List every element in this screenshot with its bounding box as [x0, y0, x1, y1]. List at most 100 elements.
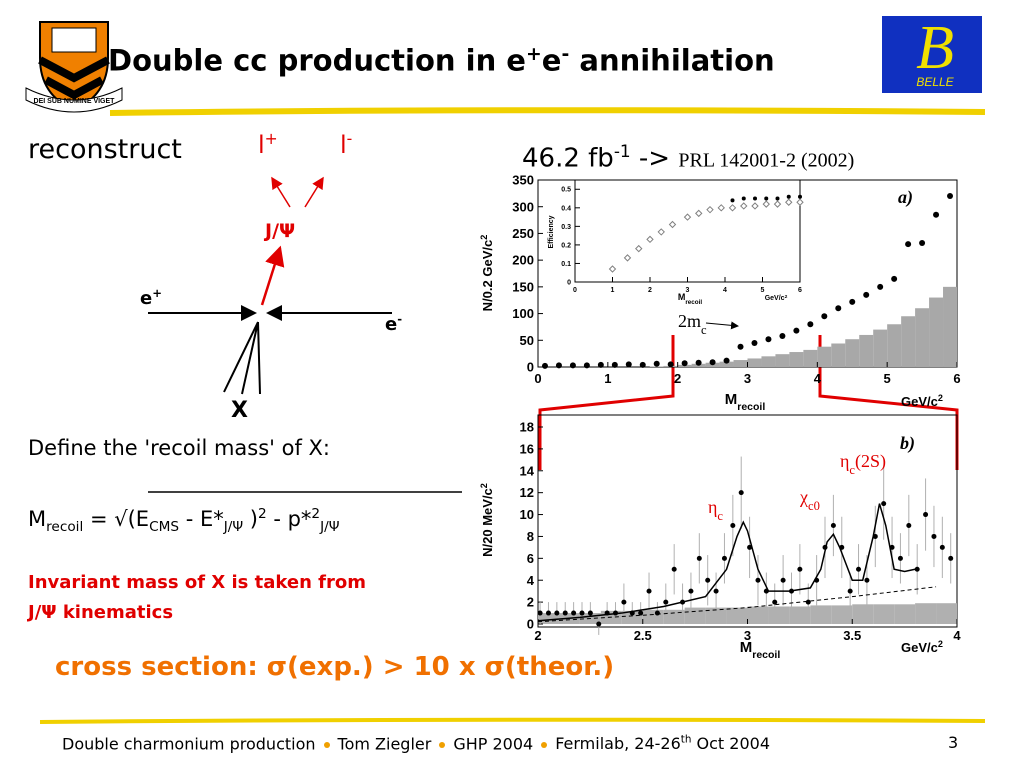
threshold-arrow	[705, 321, 739, 330]
histogram-bar	[831, 605, 853, 624]
separator	[439, 741, 446, 748]
point	[753, 196, 757, 201]
text-run: 2	[479, 235, 489, 240]
point	[597, 361, 604, 368]
point	[933, 211, 940, 218]
x-tick-label: 2	[534, 628, 541, 643]
point	[709, 359, 716, 366]
definition: Define the 'recoil mass' of X:	[28, 436, 330, 460]
text-run: - p*	[266, 507, 312, 531]
point	[688, 588, 694, 594]
x-axis-unit: GeV/c2	[901, 639, 943, 655]
footer: Double charmonium production Tom Ziegler G…	[62, 735, 770, 752]
y-tick-label: 50	[520, 333, 534, 348]
x-tick-label: 0	[573, 287, 577, 294]
text-run: +	[264, 130, 278, 148]
y-axis-label: N/20 MeV/c2	[479, 483, 495, 557]
x-tick-label: 6	[798, 287, 802, 294]
separator	[323, 741, 330, 748]
y-tick-label: 0.5	[561, 187, 571, 194]
decay-arrow	[271, 176, 291, 208]
point	[891, 275, 898, 282]
note-line: Invariant mass of X is taken from	[28, 572, 366, 593]
x-tick-label: 5	[884, 371, 891, 386]
text-run: GeV/c	[901, 640, 938, 655]
x-tick-label: 4	[953, 628, 961, 643]
text-run: 2	[785, 294, 788, 300]
point	[608, 265, 617, 273]
point	[796, 198, 804, 206]
point	[646, 235, 654, 244]
x-axis-label: Mrecoil	[725, 391, 766, 413]
point	[695, 359, 702, 366]
x-tick-label: 3	[744, 371, 751, 386]
point	[562, 610, 568, 616]
belle-logo	[882, 16, 982, 93]
point	[654, 610, 660, 616]
point	[786, 194, 791, 199]
point	[835, 305, 842, 312]
text-run: l	[258, 131, 265, 159]
histogram-bar	[873, 604, 895, 624]
y-tick-label: 6	[527, 551, 534, 566]
point	[695, 209, 703, 218]
plot-frame	[537, 414, 958, 628]
text-run: c	[701, 323, 707, 337]
point	[730, 198, 735, 203]
text-run: annihilation	[569, 43, 775, 78]
y-tick-label: 0	[527, 360, 534, 375]
point	[671, 566, 677, 572]
footer-author: Tom Ziegler	[337, 734, 432, 754]
text-run: -	[397, 312, 403, 326]
y-tick-label: 100	[512, 306, 534, 321]
zoom-connector	[538, 335, 675, 470]
text-run: 2m	[678, 311, 701, 331]
text-run: )	[243, 507, 258, 531]
text-run: recoil	[752, 649, 780, 661]
point	[683, 213, 692, 221]
point	[807, 321, 814, 328]
jpsi-arrow	[260, 245, 285, 306]
text-run: 2	[257, 506, 267, 522]
y-tick-label: 10	[520, 507, 534, 522]
x-tick-label: 3	[744, 628, 751, 643]
text-run: PRL 142001-2 (2002)	[678, 149, 855, 172]
y-tick-label: 18	[520, 420, 534, 435]
point	[639, 361, 646, 368]
point	[751, 202, 759, 210]
y-tick-label: 2	[527, 595, 534, 610]
x-tick-label: 5	[761, 287, 765, 294]
point	[621, 599, 627, 605]
point	[738, 490, 744, 496]
point	[755, 577, 761, 583]
text-run: GeV/c	[901, 394, 938, 409]
point	[587, 610, 593, 616]
histogram-bar	[831, 343, 846, 367]
histogram-bar	[887, 324, 902, 367]
histogram-bar	[915, 308, 930, 367]
histogram-bar	[663, 609, 685, 624]
y-tick-label: 16	[520, 441, 534, 456]
recoil-jets	[223, 321, 261, 395]
text-run: recoil	[737, 401, 765, 413]
text-run: = √(E	[83, 507, 150, 531]
point	[765, 336, 772, 343]
text-run: l	[340, 131, 347, 159]
point	[583, 362, 590, 369]
point	[772, 599, 778, 605]
point	[737, 343, 744, 350]
point	[646, 588, 652, 594]
point	[728, 204, 737, 212]
histogram-bar	[845, 339, 860, 367]
text-run: M	[725, 391, 738, 408]
annotation: a)	[898, 187, 913, 208]
point	[919, 240, 926, 247]
point	[554, 610, 560, 616]
histogram-bar	[719, 361, 734, 367]
point	[653, 360, 660, 367]
conclusion: cross section: σ(exp.) > 10 x σ(theor.)	[55, 652, 615, 682]
point	[663, 599, 669, 605]
text-run: 46.2 fb	[522, 143, 614, 174]
footer-venue: Fermilab, 24-26th Oct 2004	[555, 734, 770, 753]
